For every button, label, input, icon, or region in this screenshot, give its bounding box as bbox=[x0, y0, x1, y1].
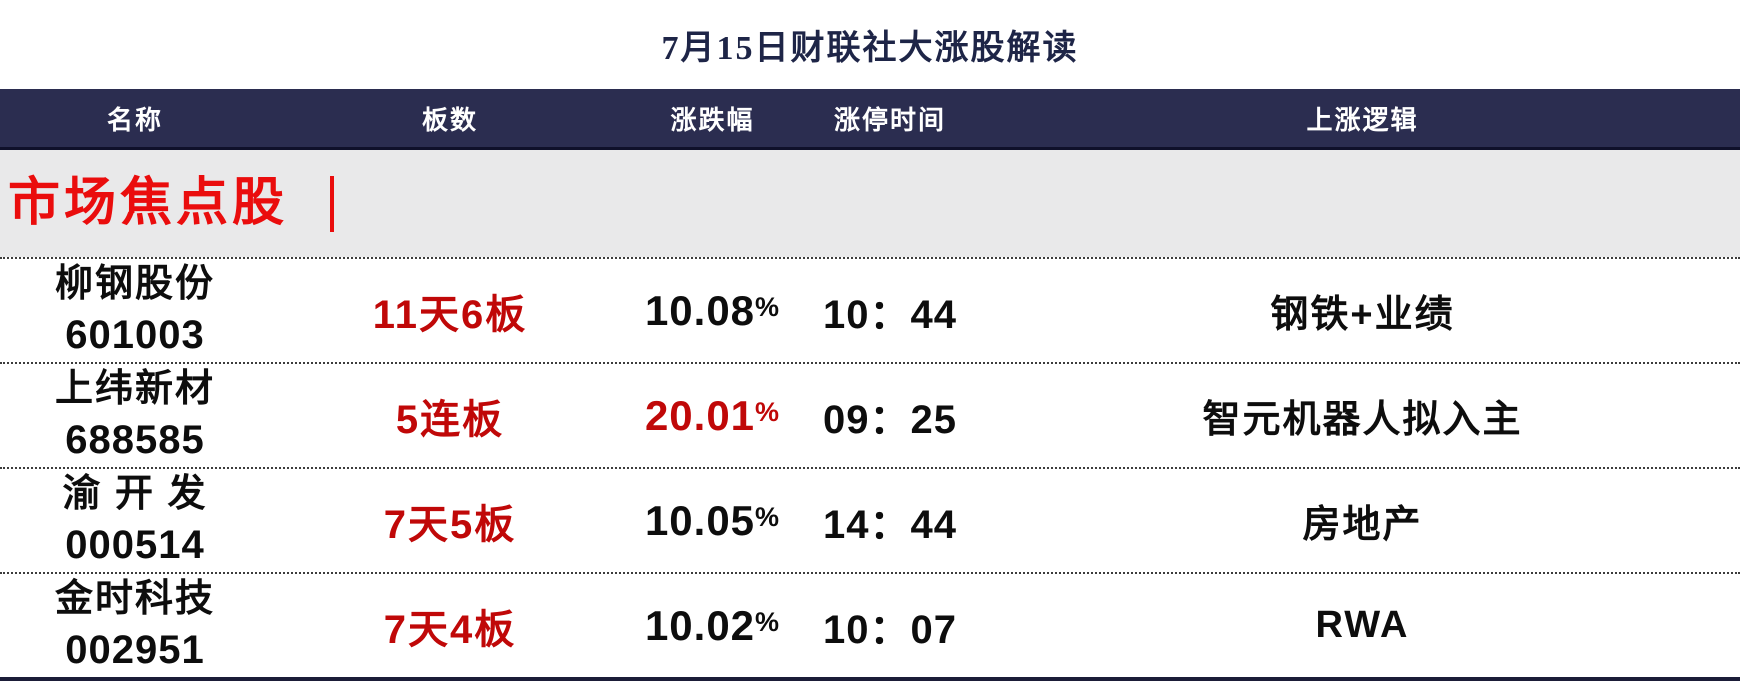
change-value: 10.05 bbox=[644, 496, 756, 544]
column-header-time: 涨停时间 bbox=[833, 104, 946, 135]
board-count: 7天5板 bbox=[383, 502, 517, 547]
stock-name: 柳钢股份 bbox=[54, 262, 215, 305]
stock-code: 000514 bbox=[65, 523, 205, 568]
stock-code: 601003 bbox=[65, 313, 205, 358]
table-row: 柳钢股份 601003 11天6板 10.08% 10：44 钢铁+业绩 bbox=[0, 257, 1740, 362]
board-count: 11天6板 bbox=[372, 292, 528, 337]
change-value: 10.08 bbox=[644, 286, 756, 334]
table-row: 渝 开 发 000514 7天5板 10.05% 14：44 房地产 bbox=[0, 467, 1740, 572]
change-percent: 20.01% bbox=[630, 392, 795, 440]
change-percent: 10.02% bbox=[630, 602, 795, 650]
stock-name-cell: 上纬新材 688585 bbox=[0, 365, 270, 466]
limit-up-time: 09：25 bbox=[823, 397, 957, 442]
table-bottom-border bbox=[0, 677, 1740, 681]
percent-sign: % bbox=[755, 396, 781, 427]
change-value: 10.02 bbox=[644, 601, 756, 649]
stock-name: 渝 开 发 bbox=[62, 472, 208, 515]
column-header-boards: 板数 bbox=[421, 104, 478, 135]
section-title: 市场焦点股 bbox=[8, 174, 289, 232]
percent-sign: % bbox=[755, 501, 781, 532]
stock-name: 金时科技 bbox=[54, 577, 215, 620]
change-value: 20.01 bbox=[644, 391, 756, 439]
rise-logic: 智元机器人拟入主 bbox=[1202, 399, 1523, 441]
rise-logic: 房地产 bbox=[1302, 504, 1423, 546]
stock-name: 上纬新材 bbox=[54, 367, 215, 410]
stock-name-cell: 渝 开 发 000514 bbox=[0, 470, 270, 571]
change-percent: 10.08% bbox=[630, 287, 795, 335]
limit-up-time: 14：44 bbox=[823, 502, 957, 547]
column-header-change: 涨跌幅 bbox=[670, 104, 755, 135]
section-band: 市场焦点股 bbox=[0, 150, 1740, 257]
table-header-row: 名称 板数 涨跌幅 涨停时间 上涨逻辑 bbox=[0, 89, 1740, 150]
table-row: 上纬新材 688585 5连板 20.01% 09：25 智元机器人拟入主 bbox=[0, 362, 1740, 467]
board-count: 7天4板 bbox=[383, 607, 517, 652]
title-band: 7月15日财联社大涨股解读 bbox=[0, 0, 1740, 89]
table-row: 金时科技 002951 7天4板 10.02% 10：07 RWA bbox=[0, 572, 1740, 677]
stock-code: 688585 bbox=[65, 418, 205, 463]
page-title: 7月15日财联社大涨股解读 bbox=[661, 30, 1079, 67]
board-count: 5连板 bbox=[395, 397, 505, 442]
stock-name-cell: 金时科技 002951 bbox=[0, 575, 270, 676]
rise-logic: RWA bbox=[1315, 604, 1410, 646]
column-header-name: 名称 bbox=[106, 104, 163, 135]
percent-sign: % bbox=[755, 606, 781, 637]
stock-code: 002951 bbox=[65, 628, 205, 673]
change-percent: 10.05% bbox=[630, 497, 795, 545]
limit-up-time: 10：44 bbox=[823, 292, 957, 337]
section-divider-bar bbox=[330, 175, 335, 232]
stock-name-cell: 柳钢股份 601003 bbox=[0, 260, 270, 361]
percent-sign: % bbox=[755, 291, 781, 322]
rise-logic: 钢铁+业绩 bbox=[1270, 294, 1455, 336]
limit-up-time: 10：07 bbox=[823, 607, 957, 652]
column-header-logic: 上涨逻辑 bbox=[1306, 104, 1419, 135]
